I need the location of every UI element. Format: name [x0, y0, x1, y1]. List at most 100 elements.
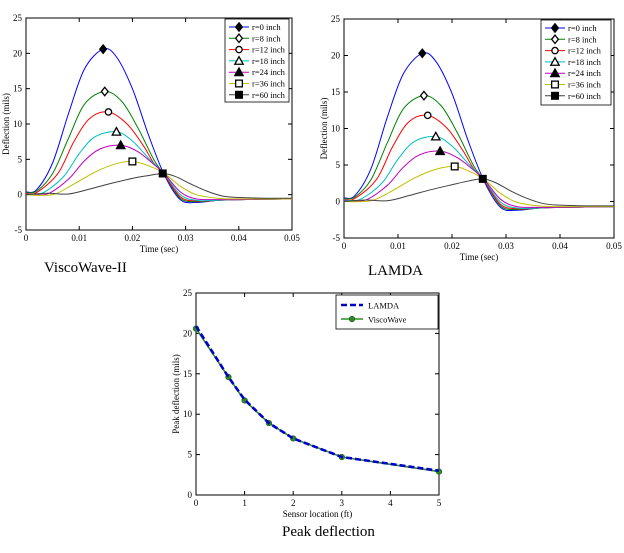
x-tick-label: 2	[291, 498, 296, 508]
y-tick-label: 5	[188, 450, 193, 460]
y-tick-label: 20	[183, 328, 193, 338]
series-r-24-inch	[343, 145, 615, 208]
x-tick-label: 0.03	[498, 241, 514, 251]
y-tick-label: 20	[13, 48, 23, 58]
legend-label: ViscoWave	[368, 315, 407, 325]
legend-marker	[348, 315, 356, 323]
legend-label: r=12 inch	[568, 46, 602, 56]
series-line	[25, 160, 293, 200]
series-line	[194, 325, 440, 473]
peak-marker	[115, 139, 127, 150]
legend-marker	[234, 90, 244, 99]
legend-marker	[549, 56, 561, 66]
legend-label: LAMDA	[368, 301, 400, 311]
x-tick-label: 0	[24, 233, 29, 243]
y-tick-label: -5	[15, 225, 23, 235]
x-tick-label: 0.04	[552, 241, 568, 251]
peak-deflection-chart: 0 1 2 3 4 5 0 5 10 15 20 25 Sensor location (ft) Peak…	[171, 288, 443, 519]
x-tick-label: 0	[194, 498, 199, 508]
caption-peak-deflection: Peak deflection	[282, 524, 375, 540]
caption-viscowave: ViscoWave-II	[44, 260, 127, 276]
legend-marker	[550, 22, 560, 34]
y-axis-label: Deflection (mils)	[319, 98, 329, 160]
legend-marker	[235, 45, 243, 54]
x-tick-label: 0.03	[178, 233, 194, 243]
y-axis-label: Deflection (mils)	[1, 93, 11, 155]
y-tick-label: 0	[18, 190, 23, 200]
y-tick-label: 15	[13, 84, 23, 94]
x-tick-label: 0.04	[231, 233, 247, 243]
series-line	[25, 144, 293, 201]
peak-marker	[423, 111, 432, 120]
legend-marker	[234, 21, 244, 33]
legend-label: r=0 inch	[568, 23, 597, 33]
series-line	[343, 150, 615, 208]
peak-marker	[450, 162, 459, 171]
x-tick-label: 0.01	[390, 241, 406, 251]
x-tick-label: 0.02	[444, 241, 460, 251]
peak-marker	[478, 174, 487, 183]
series-r-18-inch	[343, 130, 615, 210]
series-lamda	[194, 325, 440, 473]
y-tick-label: 25	[331, 14, 341, 24]
y-tick-label: 10	[183, 409, 193, 419]
legend-marker	[550, 34, 560, 45]
caption-lamda: LAMDA	[368, 263, 423, 279]
legend-marker	[551, 46, 559, 55]
x-axis-label: Time (sec)	[140, 244, 178, 254]
y-tick-label: 25	[13, 13, 23, 23]
legend-label: r=36 inch	[568, 80, 602, 90]
legend-label: r=12 inch	[252, 45, 286, 55]
x-axis-label: Time (sec)	[460, 252, 498, 262]
x-tick-label: 0.05	[284, 233, 300, 243]
x-tick-label: 3	[340, 498, 345, 508]
legend-marker	[549, 67, 561, 78]
peak-marker	[104, 108, 113, 116]
legend-label: r=8 inch	[252, 33, 281, 43]
legend-label: r=24 inch	[568, 68, 602, 78]
series-line	[343, 135, 615, 210]
y-tick-label: 10	[331, 124, 341, 134]
y-tick-label: 0	[336, 197, 341, 207]
legend-label: r=18 inch	[252, 56, 286, 66]
peak-marker	[128, 157, 137, 166]
x-tick-label: 0.01	[71, 233, 87, 243]
legend-marker	[234, 79, 244, 88]
legend-box	[335, 294, 439, 330]
peak-marker	[419, 90, 429, 101]
legend-marker	[550, 80, 560, 89]
legend-marker	[233, 55, 245, 65]
legend-marker	[234, 33, 244, 44]
legend-label: r=24 inch	[252, 67, 286, 77]
peak-marker	[98, 43, 108, 55]
y-tick-label: 10	[13, 119, 23, 129]
legend-label: r=60 inch	[252, 90, 286, 100]
series-r-36-inch	[25, 157, 293, 200]
y-tick-label: 15	[331, 87, 341, 97]
legend-label: r=0 inch	[252, 22, 281, 32]
y-tick-label: 5	[18, 154, 23, 164]
legend: LAMDA ViscoWave	[335, 294, 439, 330]
legend-marker	[233, 66, 245, 77]
x-axis-label: Sensor location (ft)	[283, 509, 352, 519]
legend-label: r=8 inch	[568, 34, 597, 44]
legend-label: r=36 inch	[252, 79, 286, 89]
x-tick-label: 0.02	[125, 233, 141, 243]
series-line	[25, 131, 293, 202]
series-r-60-inch	[343, 174, 615, 207]
peak-marker	[158, 169, 167, 178]
legend-label: r=60 inch	[568, 91, 602, 101]
legend-label: r=18 inch	[568, 57, 602, 67]
series-r-24-inch	[25, 139, 293, 201]
series-r-60-inch	[25, 169, 293, 199]
y-axis-label: Peak deflection (mils)	[171, 354, 181, 433]
y-tick-label: 20	[331, 51, 341, 61]
legend-marker	[550, 91, 560, 100]
peak-marker	[418, 48, 427, 59]
x-tick-label: 0	[342, 241, 347, 251]
x-tick-label: 5	[437, 498, 442, 508]
peak-marker	[434, 145, 446, 156]
